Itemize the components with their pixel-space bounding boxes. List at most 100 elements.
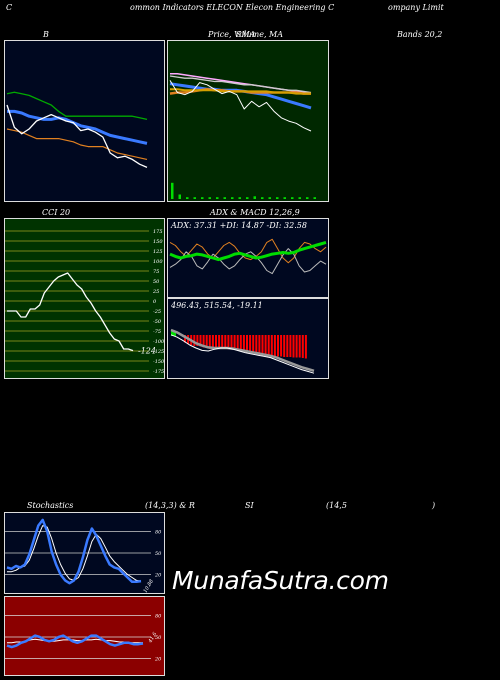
volume-bar	[298, 197, 301, 199]
header-title-a: C	[6, 3, 13, 12]
volume-bar	[268, 197, 271, 199]
label-price-overlap: SMA	[236, 30, 256, 39]
macd-histogram-bar	[224, 335, 227, 348]
cci-tick-label: 125	[153, 249, 163, 255]
stoch-tick-label: 20	[154, 573, 162, 579]
volume-bar	[238, 197, 241, 199]
macd-histogram-bar	[252, 335, 255, 354]
cci-tick-label: 75	[153, 269, 159, 275]
volume-bar	[276, 197, 279, 199]
macd-histogram-bar	[301, 335, 304, 358]
macd-histogram-bar	[255, 335, 258, 354]
adx-panel: ADX: 37.31 +DI: 14.87 -DI: 32.58	[167, 218, 329, 298]
macd-histogram-bar	[267, 335, 270, 356]
volume-bar	[223, 197, 226, 199]
cci-line	[7, 272, 134, 352]
bollinger-price-line	[6, 104, 148, 168]
price-ma-chart	[169, 73, 316, 199]
macd-histogram-bar	[233, 335, 236, 349]
macd-histogram-bar	[218, 335, 221, 348]
macd-histogram-bar	[196, 335, 199, 346]
stochastics-panel: 80 50 20 10.88	[4, 512, 165, 594]
macd-histogram-bar	[264, 335, 267, 356]
macd-histogram-bar	[215, 335, 217, 349]
cci-tick-label: -100	[153, 339, 164, 345]
adx-line	[169, 240, 327, 262]
macd-histogram-bar	[249, 335, 252, 353]
volume-bar	[283, 197, 286, 199]
price-line	[169, 80, 312, 132]
macd-line	[170, 334, 315, 374]
volume-bar	[178, 194, 181, 199]
volume-bar	[291, 197, 294, 199]
cci-tick-label: -175	[153, 369, 164, 375]
macd-histogram-bar	[295, 335, 298, 358]
cci-tick-label: 175	[153, 229, 163, 235]
watermark: MunafaSutra.com	[172, 566, 389, 595]
volume-bar	[253, 196, 256, 199]
macd-histogram-bar	[292, 335, 295, 358]
macd-histogram-bar	[242, 335, 245, 352]
macd-histogram-bar	[270, 335, 273, 357]
label-rsi-params: (14,5	[326, 501, 347, 510]
cci-chart: 175 150 125 100 75 50 25 0 -25 -50 -75 -100 -125 -150…	[5, 229, 164, 375]
cci-tick-label: 100	[153, 259, 163, 265]
rsi-last-value-label: 41.6	[147, 631, 159, 645]
rsi-panel: 80 50 20 41.6	[4, 596, 165, 676]
macd-histogram-bar	[236, 335, 239, 350]
cci-last-value-label: -124	[138, 347, 156, 356]
stoch-k-line	[6, 518, 142, 585]
volume-bar	[246, 197, 249, 199]
adx-values-label: ADX: 37.31 +DI: 14.87 -DI: 32.58	[171, 221, 307, 230]
macd-histogram-bar	[199, 335, 202, 347]
label-stoch-params: (14,3,3) & R	[145, 501, 195, 510]
macd-histogram-bar	[258, 335, 261, 355]
macd-histogram-bar	[208, 335, 211, 349]
header-title-b: ommon Indicators ELECON Elecon Engineeri…	[130, 3, 335, 12]
macd-histogram-bar	[193, 335, 196, 346]
macd-histogram-bar	[246, 335, 248, 352]
cci-tick-label: 50	[153, 279, 160, 285]
macd-histogram-bar	[280, 335, 283, 357]
volume-bar	[171, 182, 174, 199]
label-price-sma: Price, Volume, MA	[208, 30, 284, 39]
label-bands: Bands 20,2	[397, 30, 443, 39]
volume-bar	[193, 197, 196, 199]
volume-bar	[313, 197, 316, 199]
label-b: B	[43, 30, 49, 39]
stoch-tick-label: 80	[155, 529, 162, 535]
rsi-tick-label: 20	[154, 657, 162, 663]
macd-values-label: 496.43, 515.54, -19.11	[171, 301, 263, 310]
volume-bar	[231, 197, 234, 199]
volume-bar	[306, 197, 309, 199]
volume-bar	[186, 197, 189, 199]
stoch-tick-label: 50	[155, 551, 162, 557]
bollinger-upper-line	[6, 91, 148, 121]
ma-line-3	[169, 82, 312, 110]
macd-histogram-bar	[202, 335, 205, 348]
price-ma-panel	[167, 40, 329, 202]
cci-tick-label: -150	[153, 359, 164, 365]
rsi-tick-label: 80	[155, 613, 162, 619]
cci-tick-label: -25	[153, 309, 161, 315]
macd-histogram-bar	[304, 335, 307, 359]
macd-positive-bar	[171, 331, 176, 336]
volume-bar	[208, 197, 211, 199]
macd-signal-line	[170, 328, 315, 373]
rsi-tick-label: 50	[155, 635, 162, 641]
cci-tick-label: -75	[153, 329, 161, 335]
header-title-c: ompany Limit	[388, 3, 444, 12]
stoch-last-value-label: 10.88	[143, 579, 155, 593]
label-rsi: SI	[245, 501, 254, 510]
macd-histogram-bar	[230, 335, 233, 349]
cci-tick-label: 150	[153, 239, 163, 245]
adx-chart	[169, 238, 327, 275]
macd-histogram-bar	[286, 335, 289, 357]
bollinger-chart	[6, 91, 148, 168]
macd-histogram-bar	[298, 335, 301, 358]
cci-tick-label: 25	[152, 289, 159, 295]
minus-di-line	[169, 248, 327, 275]
macd-histogram-bar	[184, 335, 186, 343]
volume-bar	[216, 197, 219, 199]
